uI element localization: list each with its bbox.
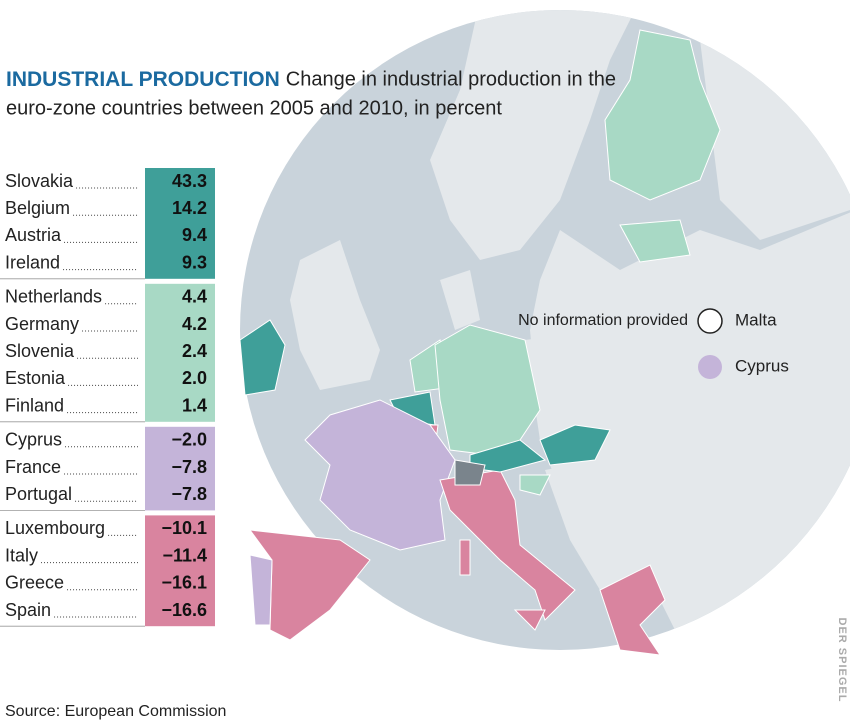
country-shape	[439, 469, 576, 621]
country-shape	[519, 474, 551, 496]
value-label: 2.0	[182, 368, 207, 388]
country-label: Belgium	[5, 198, 70, 218]
country-label: Slovenia	[5, 341, 75, 361]
country-label: Italy	[5, 545, 38, 565]
country-shape	[249, 554, 273, 626]
header: INDUSTRIAL PRODUCTION	[6, 68, 280, 91]
country-label: Portugal	[5, 484, 72, 504]
country-shape	[539, 424, 611, 466]
country-label: Austria	[5, 225, 62, 245]
value-label: 9.3	[182, 252, 207, 272]
value-box	[145, 283, 215, 422]
table: Slovakia 43.3 Belgium 14.2 Austria 9.4 Ireland…	[0, 168, 215, 627]
country-label: France	[5, 457, 61, 477]
land-balkans	[545, 460, 650, 590]
value-label: 2.4	[182, 341, 207, 361]
value-label: −7.8	[171, 484, 207, 504]
legend: Malta Cyprus	[697, 308, 789, 379]
country-shape	[304, 399, 456, 551]
value-label: −16.1	[161, 573, 207, 593]
value-box	[145, 515, 215, 627]
switzerland-shape	[454, 459, 486, 486]
country-label: Spain	[5, 600, 51, 620]
credit: DER SPIEGEL	[836, 618, 848, 703]
country-shape	[604, 29, 721, 201]
value-label: −16.6	[161, 600, 207, 620]
country-label: Estonia	[5, 368, 66, 388]
value-label: −7.8	[171, 457, 207, 477]
country-label: Luxembourg	[5, 518, 105, 538]
value-label: −11.4	[162, 545, 207, 565]
value-label: 1.4	[182, 395, 207, 415]
title: INDUSTRIAL PRODUCTION	[6, 68, 280, 91]
value-label: 14.2	[172, 198, 207, 218]
legend-note: No information provided	[518, 312, 688, 329]
value-label: 9.4	[182, 225, 207, 245]
country-label: Cyprus	[5, 430, 62, 450]
value-box	[145, 168, 215, 279]
value-label: −2.0	[171, 430, 207, 450]
country-shape	[239, 319, 286, 396]
subtitle: Change in industrial production in the	[286, 68, 616, 90]
land-poland-czech	[525, 330, 620, 440]
country-label: Netherlands	[5, 287, 102, 307]
legend-label: Malta	[735, 310, 777, 329]
country-label: Ireland	[5, 252, 60, 272]
country-shape	[619, 219, 691, 263]
subtitle-line: euro-zone countries between 2005 and 201…	[6, 97, 502, 119]
value-label: 43.3	[172, 171, 207, 191]
country-label: Slovakia	[5, 171, 74, 191]
country-shape	[459, 539, 471, 576]
country-shape	[599, 564, 666, 656]
land-denmark	[440, 270, 480, 330]
legend-swatch	[698, 355, 722, 379]
country-label: Finland	[5, 395, 64, 415]
value-label: 4.2	[182, 314, 207, 334]
legend-label: Cyprus	[735, 356, 789, 375]
land-africa	[240, 660, 700, 723]
country-label: Greece	[5, 573, 64, 593]
country-shape	[513, 609, 546, 631]
value-label: 4.4	[182, 287, 207, 307]
legend-swatch	[697, 308, 723, 334]
land-uk	[290, 240, 380, 390]
value-box	[145, 426, 215, 511]
land-scandinavia	[430, 10, 640, 260]
country-label: Germany	[5, 314, 79, 334]
value-label: −10.1	[161, 518, 207, 538]
source: Source: European Commission	[5, 703, 226, 720]
